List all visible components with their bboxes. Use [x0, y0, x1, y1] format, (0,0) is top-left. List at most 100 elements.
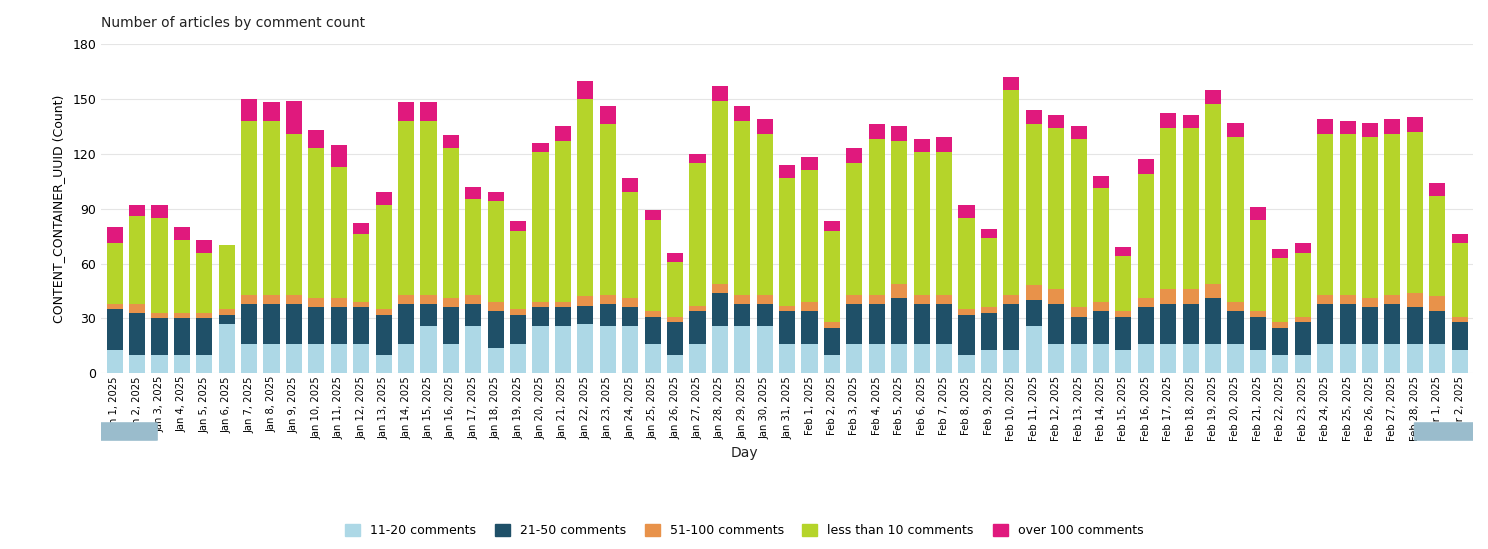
Bar [600, 304, 616, 326]
Bar [1205, 104, 1222, 284]
Bar [488, 311, 504, 348]
Bar [936, 295, 952, 304]
Bar [330, 307, 347, 344]
Bar [241, 344, 257, 373]
Bar [286, 295, 302, 304]
Bar [308, 148, 324, 298]
Bar [958, 315, 975, 355]
Bar [1161, 304, 1177, 344]
Bar [780, 306, 795, 311]
Bar [1272, 328, 1289, 355]
Text: Day: Day [731, 446, 757, 460]
Bar [375, 315, 391, 355]
Bar [577, 99, 594, 296]
Bar [734, 121, 750, 295]
Bar [286, 304, 302, 344]
Bar [711, 284, 728, 293]
Bar [847, 148, 863, 163]
Bar [1003, 350, 1019, 373]
Bar [1228, 302, 1244, 311]
Bar [1362, 298, 1378, 307]
Bar [1406, 307, 1423, 344]
Bar [533, 152, 549, 302]
Bar [1452, 322, 1467, 350]
Bar [397, 344, 414, 373]
Bar [1339, 344, 1356, 373]
Bar [914, 304, 930, 344]
Bar [241, 99, 257, 121]
Bar [780, 177, 795, 306]
Bar [1295, 322, 1311, 355]
Bar [1161, 114, 1177, 128]
Bar [443, 148, 458, 298]
Bar [1183, 304, 1199, 344]
Bar [1025, 110, 1042, 125]
Bar [174, 227, 190, 240]
Bar [397, 103, 414, 121]
Bar [129, 313, 146, 355]
Bar [375, 355, 391, 373]
Bar [622, 192, 638, 298]
Bar [533, 326, 549, 373]
Bar [1362, 122, 1378, 137]
Bar [152, 205, 168, 218]
Bar [375, 192, 391, 205]
Bar [1339, 295, 1356, 304]
Bar [330, 298, 347, 307]
Bar [488, 201, 504, 302]
Bar [397, 304, 414, 344]
Bar [330, 344, 347, 373]
Bar [802, 170, 817, 302]
Bar [1317, 304, 1333, 344]
Bar [107, 227, 122, 243]
Bar [466, 199, 482, 295]
Bar [219, 309, 235, 315]
Bar [375, 309, 391, 315]
Bar [824, 355, 841, 373]
Bar [1295, 317, 1311, 322]
Bar [891, 126, 908, 141]
Bar [1048, 289, 1064, 304]
Bar [1384, 133, 1400, 295]
Bar [958, 355, 975, 373]
Bar [1452, 234, 1467, 243]
Bar [1384, 304, 1400, 344]
Bar [1339, 121, 1356, 133]
Bar [533, 302, 549, 307]
Bar [1295, 355, 1311, 373]
Bar [734, 106, 750, 121]
Bar [1272, 322, 1289, 328]
Bar [622, 307, 638, 326]
Bar [488, 192, 504, 201]
Bar [1317, 133, 1333, 295]
Bar [824, 328, 841, 355]
Bar [152, 218, 168, 313]
Bar [1250, 350, 1266, 373]
Bar [802, 302, 817, 311]
Bar [263, 121, 280, 295]
Bar [241, 121, 257, 295]
Bar [689, 163, 705, 306]
Bar [129, 216, 146, 304]
Bar [1048, 115, 1064, 128]
Bar [958, 309, 975, 315]
Bar [533, 143, 549, 152]
Bar [644, 344, 661, 373]
Bar [353, 223, 369, 234]
Bar [689, 306, 705, 311]
Bar [734, 304, 750, 326]
Bar [174, 318, 190, 355]
Bar [914, 139, 930, 152]
Bar [914, 295, 930, 304]
Bar [1092, 188, 1109, 302]
Bar [1250, 207, 1266, 220]
Bar [263, 295, 280, 304]
Bar [1452, 243, 1467, 317]
Bar [353, 234, 369, 302]
Bar [622, 326, 638, 373]
Bar [1161, 128, 1177, 289]
Bar [1362, 137, 1378, 298]
Bar [1272, 258, 1289, 322]
Bar [869, 139, 885, 295]
Bar [802, 344, 817, 373]
